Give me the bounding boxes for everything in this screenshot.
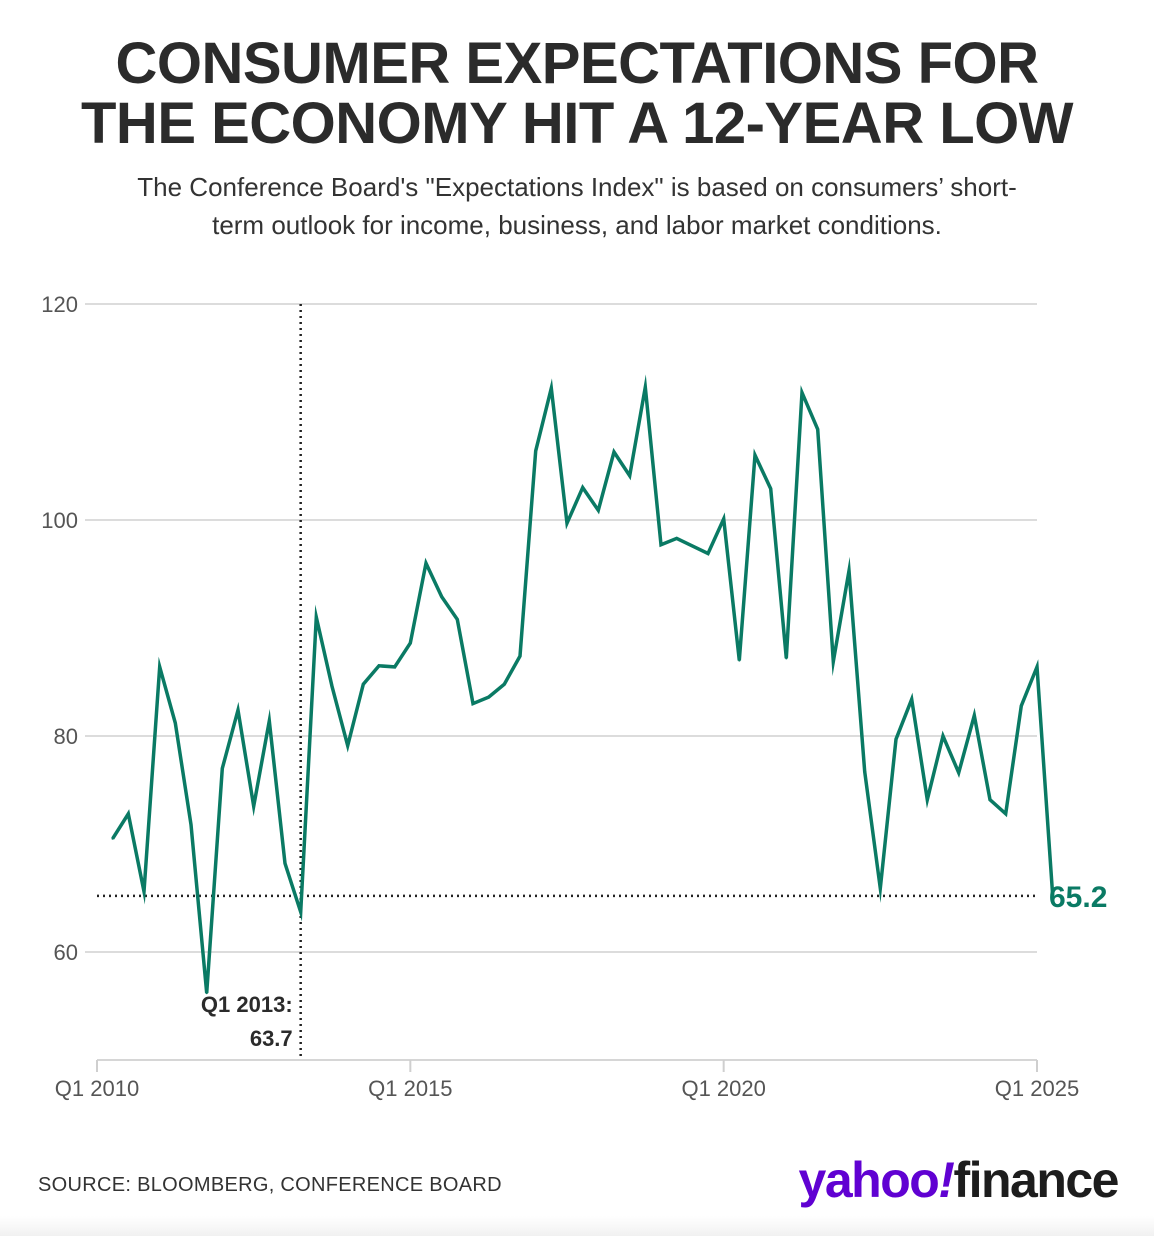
x-tick-label-2020: Q1 2020 (681, 1076, 765, 1101)
data-point-36 (675, 537, 678, 540)
data-point-53 (941, 734, 945, 738)
data-point-31 (597, 509, 600, 512)
data-point-11 (283, 862, 287, 865)
source-note: SOURCE: BLOOMBERG, CONFERENCE BOARD (38, 1174, 502, 1196)
bottom-band (0, 1216, 1154, 1236)
data-point-5 (189, 823, 193, 826)
data-point-9 (252, 805, 255, 808)
data-point-60 (1051, 894, 1054, 898)
data-point-1 (127, 812, 130, 815)
data-point-39 (722, 517, 725, 521)
chart-subtitle: The Conference Board's "Expectations Ind… (40, 168, 1114, 244)
data-point-51 (910, 698, 913, 701)
data-point-58 (1020, 704, 1023, 707)
title-line-2: THE ECONOMY HIT A 12-YEAR LOW (81, 91, 1073, 156)
x-tick-label-2010: Q1 2010 (55, 1076, 139, 1101)
data-point-56 (988, 798, 992, 801)
data-point-6 (205, 991, 208, 995)
data-point-2 (142, 890, 146, 893)
data-point-4 (174, 721, 177, 725)
annotation-q1-2013-label: Q1 2013: (201, 992, 293, 1017)
data-point-27 (534, 449, 537, 453)
x-tick-label-2015: Q1 2015 (368, 1076, 452, 1101)
data-point-15 (346, 744, 349, 747)
data-point-23 (471, 702, 475, 705)
data-point-42 (769, 487, 772, 490)
subtitle-line-2: term outlook for income, business, and l… (212, 210, 942, 240)
data-point-50 (894, 738, 898, 741)
latest-value-label: 65.2 (1049, 881, 1107, 914)
data-point-59 (1035, 665, 1039, 669)
data-point-44 (800, 391, 804, 394)
data-point-20 (424, 562, 428, 565)
data-point-35 (659, 543, 663, 547)
data-point-8 (236, 708, 240, 712)
data-point-30 (581, 486, 584, 489)
data-point-41 (753, 454, 757, 457)
data-point-47 (847, 569, 851, 572)
data-point-28 (550, 387, 553, 390)
data-point-37 (691, 544, 694, 548)
data-point-57 (1004, 812, 1007, 815)
data-point-45 (816, 428, 819, 431)
y-tick-label-60: 60 (54, 940, 78, 965)
data-point-18 (393, 665, 396, 669)
y-tick-label-100: 100 (41, 508, 78, 533)
data-point-33 (628, 474, 631, 477)
data-point-13 (315, 616, 318, 619)
chart-title: CONSUMER EXPECTATIONS FOR THE ECONOMY HI… (0, 34, 1154, 154)
yahoo-finance-logo: yahoo!finance (798, 1150, 1120, 1210)
title-line-1: CONSUMER EXPECTATIONS FOR (115, 31, 1039, 96)
data-point-24 (487, 695, 490, 699)
data-point-14 (330, 685, 334, 688)
y-tick-label-80: 80 (54, 724, 78, 749)
data-point-3 (158, 665, 161, 669)
data-point-48 (863, 770, 866, 773)
y-tick-label-120: 120 (41, 292, 78, 317)
logo-yahoo: yahoo (798, 1152, 940, 1208)
data-point-29 (565, 522, 569, 525)
data-point-38 (706, 552, 710, 555)
data-point-34 (644, 385, 647, 389)
annotation-q1-2013-value: 63.7 (250, 1026, 293, 1051)
data-point-43 (785, 657, 788, 660)
data-point-19 (409, 641, 412, 645)
data-point-32 (612, 450, 616, 454)
x-tick-label-2025: Q1 2025 (995, 1076, 1079, 1101)
data-point-16 (362, 682, 365, 686)
data-point-12 (299, 910, 302, 914)
data-point-46 (832, 660, 835, 663)
data-point-21 (440, 595, 443, 598)
logo-finance: finance (953, 1152, 1119, 1208)
data-point-25 (503, 682, 506, 686)
logo-bang: ! (938, 1152, 955, 1208)
series-line-0 (111, 374, 1055, 994)
data-point-26 (518, 654, 522, 658)
data-point-0 (111, 837, 114, 840)
data-point-55 (973, 714, 976, 717)
subtitle-line-1: The Conference Board's "Expectations Ind… (137, 172, 1017, 202)
data-point-52 (926, 798, 929, 801)
data-point-40 (738, 659, 741, 662)
data-point-54 (957, 771, 960, 774)
data-point-49 (879, 887, 882, 890)
data-point-17 (377, 664, 381, 667)
data-point-7 (221, 767, 224, 770)
data-point-10 (268, 719, 271, 723)
data-point-22 (456, 618, 459, 621)
